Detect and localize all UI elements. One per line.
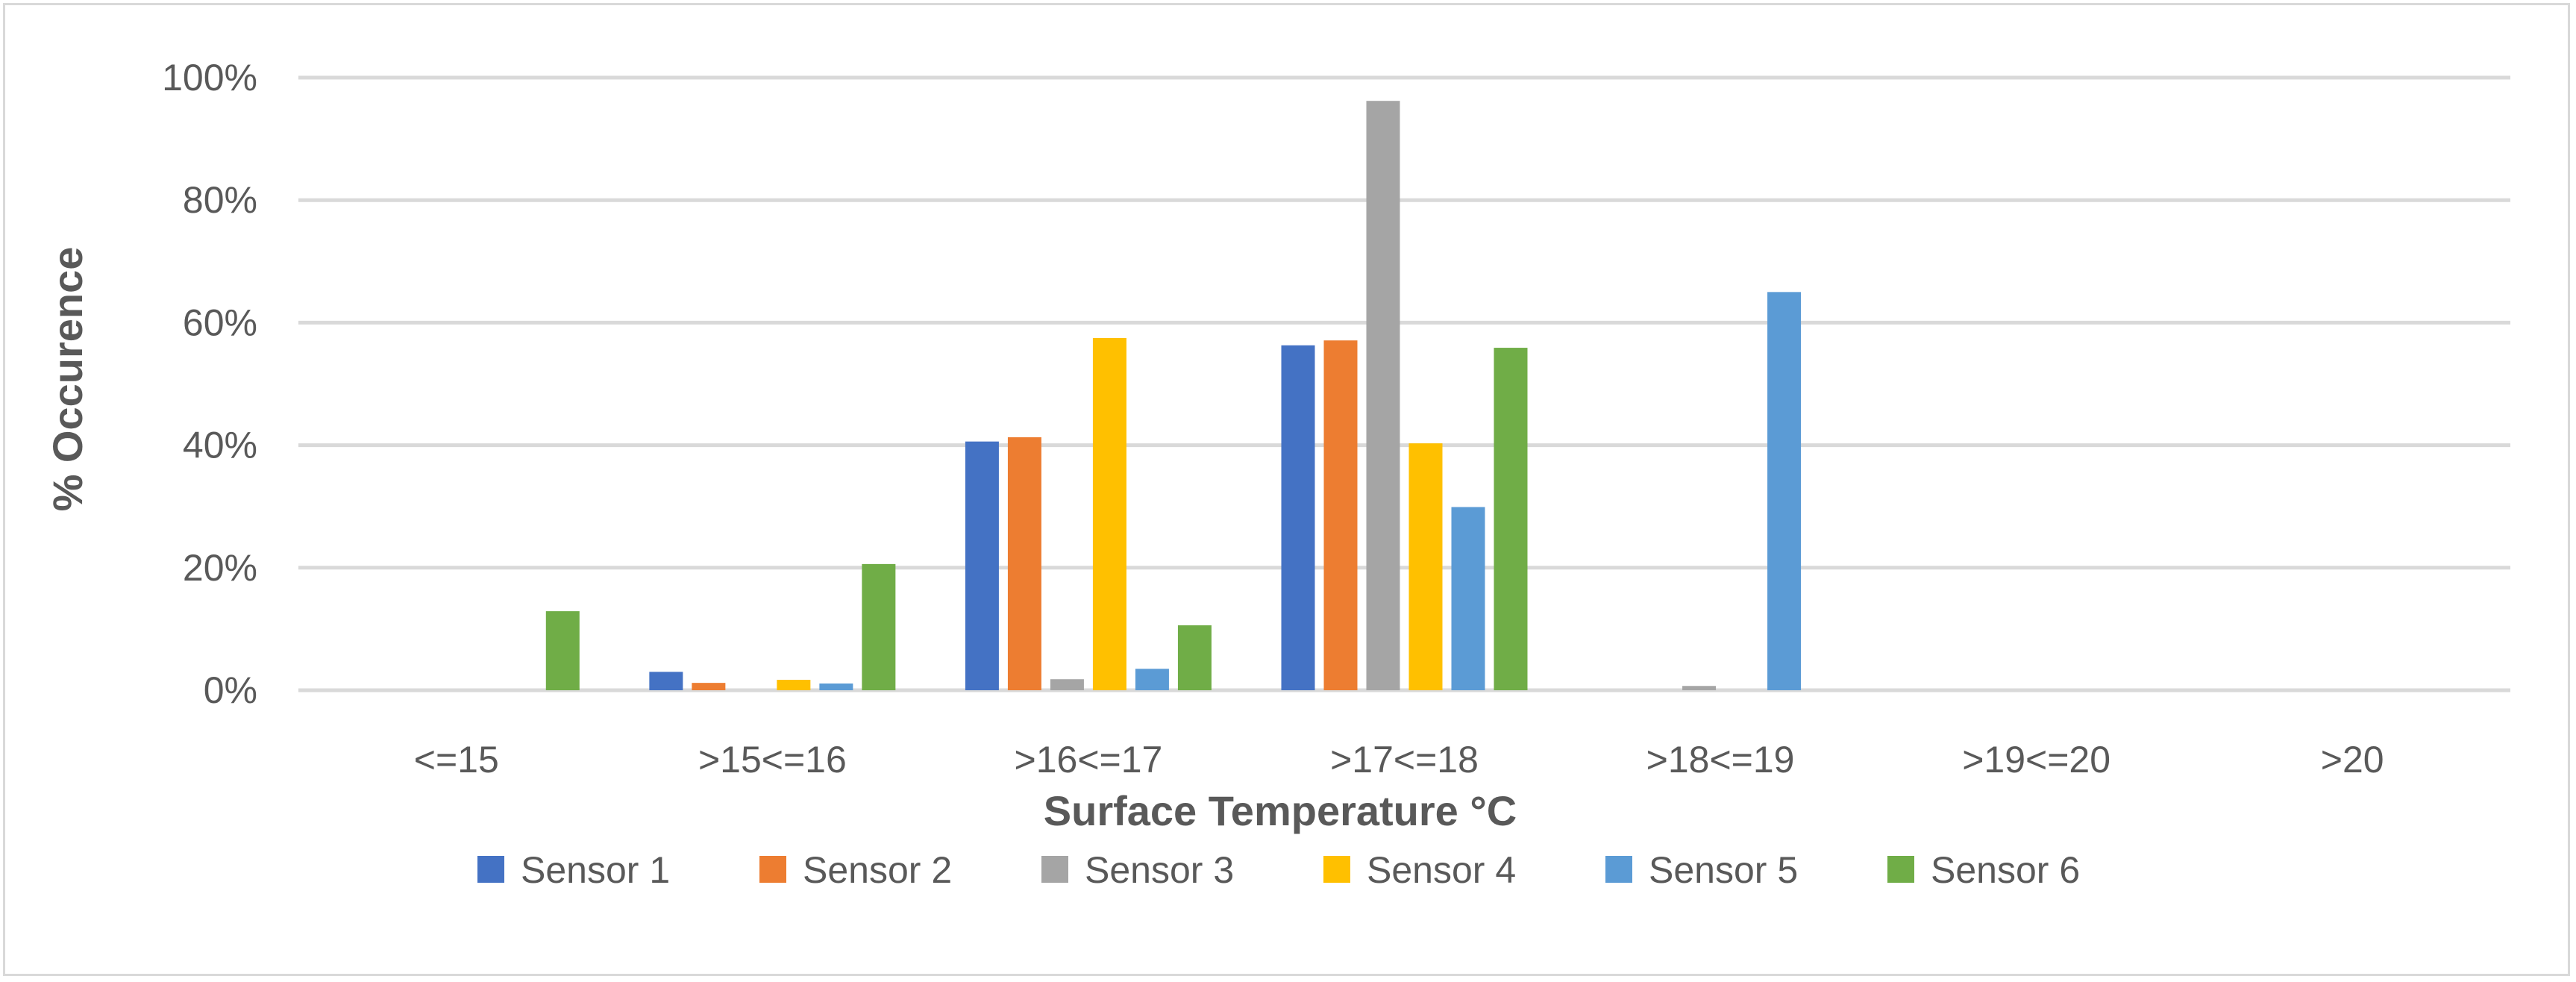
bar-sensor-1 xyxy=(965,441,999,690)
legend-label: Sensor 3 xyxy=(1085,849,1234,891)
legend-swatch xyxy=(1041,856,1068,883)
bar-sensor-4 xyxy=(777,680,811,690)
x-tick-label: >20 xyxy=(2321,739,2384,781)
bar-sensor-3 xyxy=(1050,679,1084,690)
bar-sensor-5 xyxy=(1767,292,1802,691)
x-tick-label: >19<=20 xyxy=(1962,739,2110,781)
bar-sensor-5 xyxy=(1451,507,1485,690)
legend-swatch xyxy=(759,856,786,883)
y-axis-title: % Occurence xyxy=(44,247,91,512)
y-tick-label: 20% xyxy=(183,547,257,589)
y-tick-label: 0% xyxy=(204,669,257,711)
legend-swatch xyxy=(1323,856,1350,883)
bar-sensor-5 xyxy=(1135,669,1169,690)
bar-sensor-6 xyxy=(862,563,896,690)
y-tick-label: 60% xyxy=(183,301,257,343)
bar-sensor-2 xyxy=(1007,437,1041,690)
bar-sensor-6 xyxy=(1494,348,1528,690)
bar-sensor-2 xyxy=(1323,340,1358,690)
bar-sensor-4 xyxy=(1408,443,1443,690)
chart-frame xyxy=(3,3,2570,976)
legend-swatch xyxy=(1605,856,1632,883)
legend-label: Sensor 2 xyxy=(803,849,952,891)
x-tick-label: <=15 xyxy=(414,739,499,781)
x-tick-label: >17<=18 xyxy=(1330,739,1479,781)
bar-sensor-5 xyxy=(819,683,853,690)
x-tick-label: >16<=17 xyxy=(1015,739,1163,781)
y-tick-label: 40% xyxy=(183,425,257,466)
x-tick-label: >15<=16 xyxy=(698,739,847,781)
legend-swatch xyxy=(477,856,504,883)
x-axis-title: Surface Temperature °C xyxy=(1044,787,1517,834)
bar-sensor-1 xyxy=(1281,345,1315,690)
legend-label: Sensor 1 xyxy=(521,849,670,891)
bar-sensor-4 xyxy=(1092,337,1126,690)
bar-sensor-6 xyxy=(1177,625,1212,690)
bar-sensor-3 xyxy=(1366,101,1400,690)
bar-sensor-3 xyxy=(1682,686,1717,690)
y-tick-label: 100% xyxy=(162,57,257,98)
bar-sensor-1 xyxy=(649,672,683,690)
legend-swatch xyxy=(1887,856,1914,883)
legend-label: Sensor 5 xyxy=(1649,849,1798,891)
bar-sensor-6 xyxy=(545,611,580,690)
bar-sensor-2 xyxy=(692,683,726,690)
legend-label: Sensor 4 xyxy=(1367,849,1516,891)
legend-label: Sensor 6 xyxy=(1931,849,2080,891)
x-tick-label: >18<=19 xyxy=(1646,739,1795,781)
y-tick-label: 80% xyxy=(183,179,257,221)
